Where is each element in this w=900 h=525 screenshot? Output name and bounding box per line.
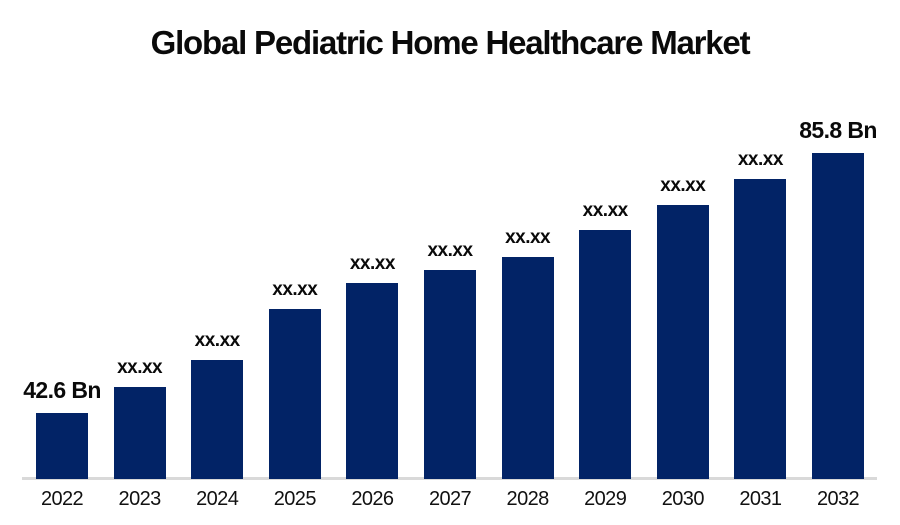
- bar-2025: [268, 309, 321, 479]
- bar-value-label-2027: xx.xx: [427, 240, 473, 262]
- x-axis-tick-label-2027: 2027: [428, 488, 472, 510]
- bar-2029: [579, 230, 632, 479]
- bar-2032: [812, 153, 864, 479]
- bar-value-label-2022: 42.6 Bn: [23, 376, 101, 403]
- bar-column-2032: 85.8 Bn: [799, 118, 877, 479]
- bar-value-label-2024: xx.xx: [194, 330, 241, 352]
- x-axis-tick-label-2032: 2032: [816, 488, 860, 510]
- x-axis-tick-label-2026: 2026: [351, 488, 394, 510]
- bar-value-label-2026: xx.xx: [349, 253, 396, 275]
- bar-column-2025: xx.xx: [268, 279, 321, 479]
- bar-column-2027: xx.xx: [424, 241, 476, 479]
- bar-value-label-2029: xx.xx: [582, 200, 629, 222]
- x-axis-tick-label-2022: 2022: [40, 488, 84, 510]
- bar-value-label-2031: xx.xx: [737, 149, 784, 171]
- bar-2030: [656, 205, 709, 479]
- bar-column-2023: xx.xx: [113, 357, 166, 479]
- x-axis-tick-label-2028: 2028: [506, 488, 550, 510]
- bar-column-2029: xx.xx: [579, 200, 632, 479]
- x-axis-tick-label-2025: 2025: [273, 488, 317, 510]
- bar-2023: [113, 387, 166, 479]
- bar-value-label-2025: xx.xx: [272, 279, 318, 301]
- bar-value-label-2030: xx.xx: [660, 175, 706, 197]
- x-axis-tick-label-2024: 2024: [196, 488, 239, 510]
- chart-title: Global Pediatric Home Healthcare Market: [150, 24, 751, 61]
- bar-column-2024: xx.xx: [191, 330, 244, 479]
- x-axis-tick-label-2029: 2029: [584, 488, 627, 510]
- bar-2026: [346, 283, 399, 479]
- bar-column-2031: xx.xx: [734, 149, 787, 479]
- bar-2024: [191, 360, 244, 479]
- bar-column-2026: xx.xx: [346, 253, 399, 479]
- bar-2027: [424, 270, 476, 479]
- bar-value-label-2028: xx.xx: [505, 227, 551, 249]
- bar-2031: [734, 179, 787, 479]
- x-axis-tick-label-2031: 2031: [739, 488, 782, 510]
- x-axis-tick-label-2030: 2030: [661, 488, 705, 510]
- bar-2022: [36, 413, 88, 479]
- bar-2028: [501, 257, 554, 479]
- bar-column-2022: 42.6 Bn: [23, 378, 101, 479]
- bar-column-2030: xx.xx: [656, 175, 709, 479]
- bar-value-label-2023: xx.xx: [117, 357, 163, 379]
- x-axis-tick-label-2023: 2023: [118, 488, 162, 510]
- bar-value-label-2032: 85.8 Bn: [799, 116, 877, 143]
- bar-column-2028: xx.xx: [501, 227, 554, 479]
